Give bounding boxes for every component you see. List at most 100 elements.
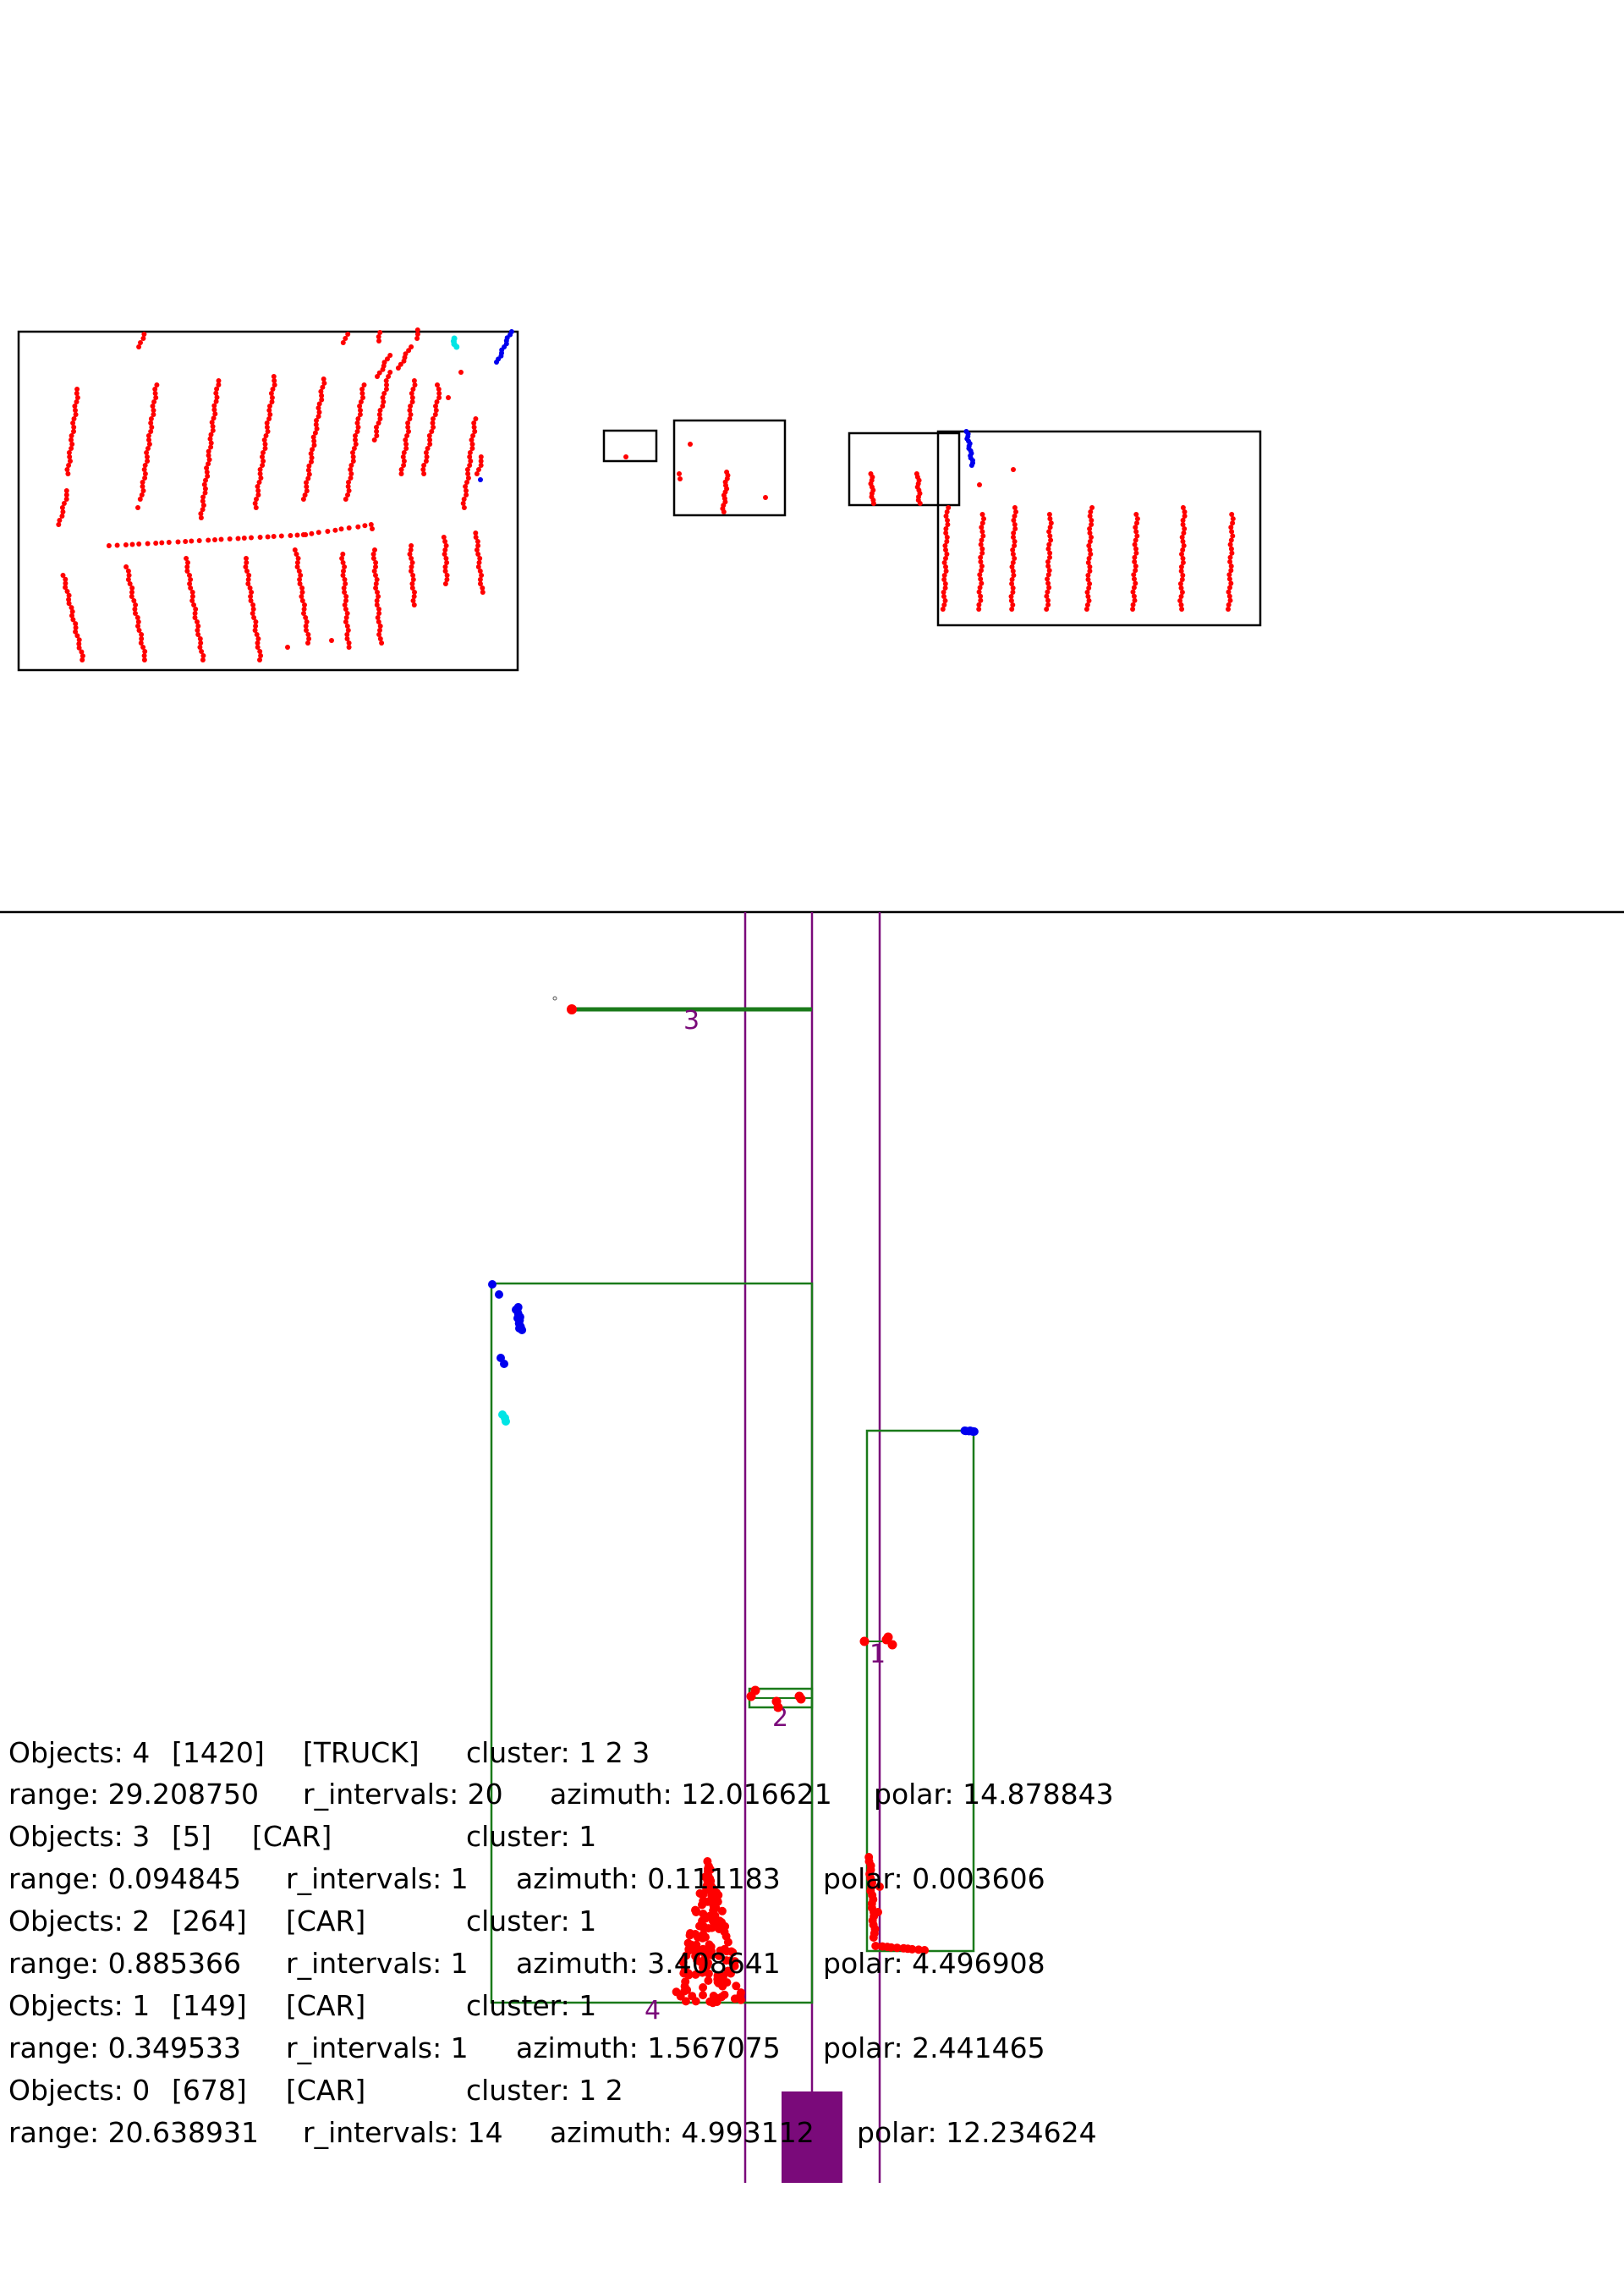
lidar-point (386, 374, 392, 379)
lidar-point (380, 395, 386, 400)
lidar-point (76, 641, 82, 646)
lidar-point (1089, 505, 1095, 510)
lidar-point (73, 624, 79, 630)
lidar-point (125, 569, 131, 574)
lidar-point (255, 488, 261, 493)
lidar-point (244, 556, 249, 561)
lidar-point (469, 442, 475, 447)
lidar-point (477, 577, 483, 582)
lidar-point (682, 1951, 691, 1960)
lidar-point (57, 518, 63, 523)
lidar-point (941, 573, 947, 578)
lidar-point (1133, 580, 1138, 586)
lidar-point (316, 409, 322, 415)
lidar-point (201, 481, 207, 487)
lidar-point (361, 382, 367, 387)
lidar-point (346, 480, 351, 485)
lidar-point (377, 624, 383, 629)
lidar-point (213, 398, 219, 404)
lidar-point (1178, 585, 1184, 591)
lidar-point (477, 556, 483, 561)
lidar-point (136, 541, 142, 547)
lidar-point (704, 1976, 713, 1985)
lidar-point (66, 592, 72, 598)
lidar-point (123, 564, 129, 569)
lidar-point (426, 433, 432, 438)
lidar-point (66, 450, 72, 455)
lidar-point (204, 470, 210, 475)
lidar-point (1087, 564, 1093, 569)
lidar-point (303, 615, 309, 620)
object-label-3: 3 (683, 1006, 700, 1036)
info-line-object-0-metrics: range: 20.638931 r_intervals: 14 azimuth… (8, 2116, 1097, 2150)
lidar-point (464, 492, 469, 497)
lidar-point (409, 391, 414, 396)
azimuth-value: azimuth: 12.016621 (550, 1778, 832, 1811)
lidar-point (249, 590, 255, 595)
lidar-point (942, 598, 948, 603)
lidar-point (59, 514, 65, 519)
lidar-point (253, 619, 259, 624)
lidar-point (1133, 529, 1139, 535)
lidar-point (68, 459, 73, 464)
lidar-point (469, 437, 475, 442)
lidar-point (475, 539, 480, 544)
lidar-point (149, 425, 155, 430)
lidar-point (977, 572, 983, 578)
lidar-point (409, 581, 415, 586)
lidar-point (1226, 589, 1232, 595)
lidar-point (308, 451, 314, 457)
lidar-point (1045, 597, 1051, 603)
lidar-point (1229, 550, 1235, 556)
lidar-point (943, 564, 948, 569)
lidar-point (1178, 569, 1184, 574)
r-intervals-value: r_intervals: 1 (286, 1947, 469, 1980)
lidar-point (206, 448, 211, 454)
point-count: [1420] (172, 1736, 265, 1769)
lidar-point (61, 501, 67, 506)
lidar-point (699, 1963, 707, 1971)
lidar-point (1131, 593, 1137, 599)
lidar-point (133, 602, 139, 607)
lidar-point (66, 601, 72, 607)
lidar-point (253, 505, 259, 510)
lidar-point (414, 332, 420, 337)
lidar-point (1227, 554, 1233, 560)
lidar-point (250, 607, 256, 612)
lidar-point (446, 395, 451, 400)
object-class: [CAR] (286, 2074, 366, 2107)
polar-value: polar: 0.003606 (823, 1862, 1045, 1895)
lidar-point (255, 492, 261, 497)
lidar-point (304, 628, 309, 633)
lidar-point (244, 569, 250, 574)
lidar-point (370, 526, 375, 531)
lidar-point (288, 533, 294, 538)
lidar-point (1045, 580, 1051, 586)
lidar-point (125, 577, 131, 582)
lidar-point (145, 541, 151, 547)
lidar-point (202, 490, 208, 496)
lidar-point (979, 568, 984, 574)
lidar-point (63, 492, 69, 497)
lidar-point (1227, 597, 1233, 603)
range-value: range: 20.638931 (8, 2116, 260, 2149)
lidar-point (1084, 590, 1090, 595)
lidar-point (978, 541, 984, 547)
r-intervals-value: r_intervals: 1 (286, 1862, 469, 1895)
lidar-point (139, 636, 145, 641)
lidar-point (441, 535, 447, 540)
lidar-point (979, 563, 985, 569)
lidar-point (442, 539, 448, 544)
lidar-point (442, 564, 448, 569)
lidar-point (344, 632, 350, 637)
lidar-point (732, 1981, 741, 1991)
lidar-point (1227, 541, 1233, 547)
lidar-point (247, 585, 253, 591)
lidar-point (205, 473, 211, 479)
lidar-point (67, 454, 73, 459)
lidar-point (270, 387, 276, 392)
lidar-point (443, 543, 449, 548)
lidar-point (353, 437, 358, 442)
point-count: [149] (172, 1989, 247, 2022)
lidar-point (63, 580, 69, 586)
